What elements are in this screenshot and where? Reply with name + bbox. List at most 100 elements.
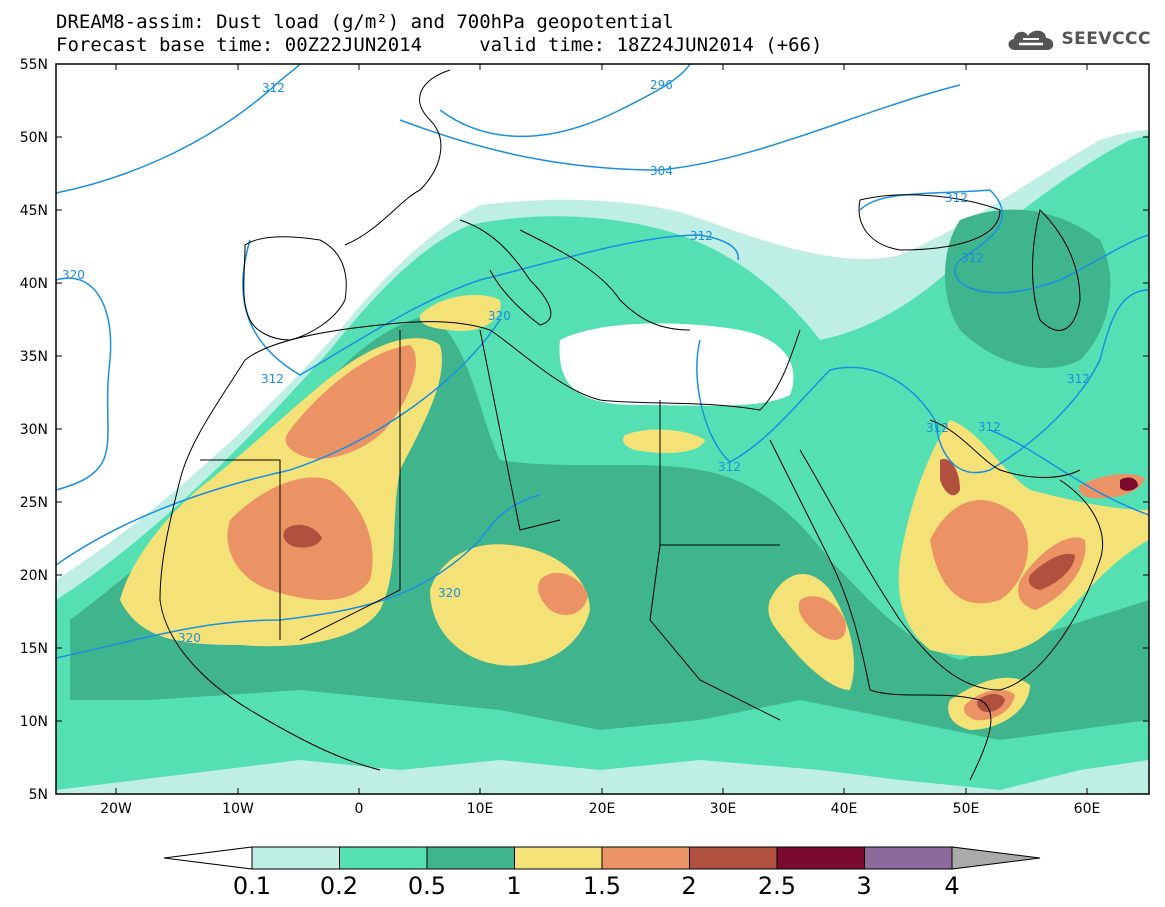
lon-label: 30E bbox=[710, 801, 737, 817]
contour-312-east bbox=[859, 189, 1149, 294]
lat-label: 50N bbox=[20, 130, 48, 146]
iberia-coast bbox=[243, 236, 347, 341]
contour-label: 320 bbox=[438, 586, 461, 600]
contour-296 bbox=[439, 64, 691, 138]
colorbar-box bbox=[864, 846, 953, 870]
map-subtitle: Forecast base time: 00Z22JUN2014 valid t… bbox=[56, 34, 823, 56]
lat-label: 40N bbox=[20, 276, 48, 292]
contour-label: 320 bbox=[62, 268, 85, 282]
colorbar-label: 0.5 bbox=[408, 872, 446, 900]
colorbar-label: 1 bbox=[506, 872, 521, 900]
contour-312-egypt bbox=[696, 339, 936, 463]
lon-label: 10W bbox=[222, 801, 254, 817]
contour-labels: 312 296 304 312 312 320 320 312 312 312 … bbox=[62, 78, 1090, 645]
dust-level-1.5-north bbox=[285, 345, 416, 459]
dust-level-2 bbox=[283, 524, 322, 548]
contour-312-west bbox=[56, 64, 301, 194]
contour-label: 320 bbox=[178, 631, 201, 645]
lon-label: 60E bbox=[1074, 801, 1101, 817]
dust-level-2-qatar bbox=[940, 459, 960, 496]
contour-label: 312 bbox=[261, 372, 284, 386]
contour-304 bbox=[399, 84, 961, 171]
colorbar-label: 3 bbox=[856, 872, 871, 900]
arabia-coast bbox=[799, 449, 1104, 691]
lat-label: 45N bbox=[20, 203, 48, 219]
contour-label: 320 bbox=[488, 309, 511, 323]
dust-level-1.5-arabia bbox=[930, 500, 1029, 604]
contour-label: 304 bbox=[650, 164, 673, 178]
caspian-coast bbox=[1032, 209, 1081, 331]
colorbar: 0.1 0.2 0.5 1 1.5 2 2.5 3 4 bbox=[163, 846, 1041, 900]
colorbar-box bbox=[776, 846, 865, 870]
dust-level-2-yemen bbox=[977, 694, 1005, 712]
contour-label: 312 bbox=[945, 191, 968, 205]
colorbar-box bbox=[251, 846, 340, 870]
contour-312-arabia bbox=[934, 289, 1149, 474]
border-sudan bbox=[649, 544, 781, 721]
lat-label: 5N bbox=[29, 787, 48, 803]
geopotential-contours bbox=[56, 64, 1149, 659]
lon-label: 10E bbox=[467, 801, 494, 817]
border-north-africa-2 bbox=[479, 329, 561, 531]
map-title: DREAM8-assim: Dust load (g/m²) and 700hP… bbox=[56, 11, 674, 33]
cloud-icon bbox=[1008, 30, 1054, 50]
lon-label: 20W bbox=[100, 801, 132, 817]
logo-text: SEEVCCC bbox=[1061, 29, 1151, 49]
lon-label: 20E bbox=[589, 801, 616, 817]
colorbar-label: 0.2 bbox=[320, 872, 358, 900]
dust-level-2.5 bbox=[1120, 477, 1138, 491]
europe-coast bbox=[344, 69, 451, 246]
seevccc-logo: SEEVCCC bbox=[1005, 26, 1151, 52]
contour-320-south bbox=[56, 494, 541, 659]
longitude-axis: 20W 10W 0 10E 20E 30E 40E 50E 60E bbox=[100, 64, 1100, 817]
latitude-axis: 55N 50N 45N 40N 35N 30N 25N 20N 15N 10N … bbox=[20, 57, 1149, 803]
colorbar-box bbox=[689, 846, 778, 870]
lon-label: 0 bbox=[355, 801, 364, 817]
colorbar-under-arrow bbox=[163, 846, 253, 870]
lat-label: 35N bbox=[20, 349, 48, 365]
contour-320-sahara bbox=[56, 319, 501, 566]
colorbar-label: 1.5 bbox=[583, 872, 621, 900]
black-sea-coast bbox=[858, 194, 1001, 251]
lat-label: 25N bbox=[20, 495, 48, 511]
coastlines bbox=[159, 69, 1104, 781]
contour-312-med bbox=[242, 234, 739, 376]
contour-label: 312 bbox=[262, 81, 285, 95]
dust-level-1.5-ethiopia bbox=[798, 596, 846, 640]
italy-coast bbox=[459, 219, 552, 326]
dust-level-2-oman bbox=[1028, 553, 1075, 590]
colorbar-label: 4 bbox=[944, 872, 959, 900]
lat-label: 20N bbox=[20, 568, 48, 584]
balkan-coast bbox=[519, 229, 691, 331]
contour-label: 312 bbox=[978, 420, 1001, 434]
red-sea-coast bbox=[769, 439, 871, 691]
persian-gulf-coast bbox=[929, 419, 1081, 478]
west-africa-coast bbox=[159, 359, 381, 771]
contour-320-north bbox=[56, 277, 112, 491]
lat-label: 15N bbox=[20, 641, 48, 657]
contour-label: 312 bbox=[1067, 372, 1090, 386]
lat-label: 10N bbox=[20, 714, 48, 730]
border-mauritania bbox=[200, 459, 281, 640]
colorbar-label: 0.1 bbox=[233, 872, 271, 900]
colorbar-box bbox=[426, 846, 515, 870]
colorbar-box bbox=[514, 846, 603, 870]
lat-label: 30N bbox=[20, 422, 48, 438]
levant-coast bbox=[759, 329, 801, 411]
contour-label: 312 bbox=[926, 421, 949, 435]
colorbar-label: 2 bbox=[681, 872, 696, 900]
clean-air-mediterranean bbox=[559, 323, 794, 406]
colorbar-over-arrow bbox=[951, 846, 1041, 870]
contour-312-gulf bbox=[989, 429, 1149, 516]
contour-label: 312 bbox=[690, 229, 713, 243]
lon-label: 40E bbox=[831, 801, 858, 817]
contour-label: 296 bbox=[650, 78, 673, 92]
border-north-africa-1 bbox=[299, 330, 401, 641]
dust-level-1-libya bbox=[623, 429, 705, 453]
lon-label: 50E bbox=[953, 801, 980, 817]
north-africa-coast bbox=[244, 321, 761, 411]
colorbar-label: 2.5 bbox=[758, 872, 796, 900]
contour-label: 312 bbox=[961, 251, 984, 265]
lat-label: 55N bbox=[20, 57, 48, 73]
